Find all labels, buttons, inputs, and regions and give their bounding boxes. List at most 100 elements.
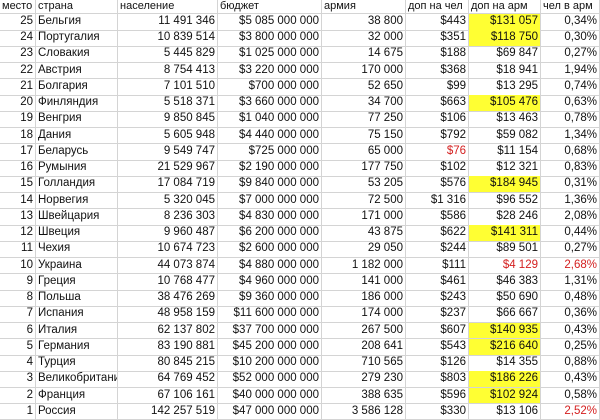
table-cell: 9 850 845 bbox=[118, 111, 218, 129]
table-cell: 0,43% bbox=[541, 371, 600, 388]
table-cell: Бельгия bbox=[36, 14, 118, 31]
table-cell: $663 bbox=[406, 95, 469, 112]
table-cell: 2,68% bbox=[541, 257, 600, 275]
table-cell: $9 360 000 000 bbox=[218, 290, 322, 307]
table-cell: 710 565 bbox=[322, 355, 406, 372]
table-cell: 142 257 519 bbox=[118, 403, 218, 420]
table-cell: $4 830 000 000 bbox=[218, 208, 322, 226]
table-cell: 80 845 215 bbox=[118, 355, 218, 372]
table-cell: $351 bbox=[406, 30, 469, 47]
table-cell: $443 bbox=[406, 14, 469, 31]
table-cell: $244 bbox=[406, 241, 469, 259]
table-cell: 0,25% bbox=[541, 338, 600, 356]
table-cell: 388 635 bbox=[322, 387, 406, 405]
table-cell: 17 084 719 bbox=[118, 176, 218, 194]
table-cell: 83 190 881 bbox=[118, 338, 218, 356]
table-cell: 0,27% bbox=[541, 241, 600, 259]
table-cell: Франция bbox=[36, 387, 118, 405]
table-cell: $140 935 bbox=[469, 322, 541, 340]
table-cell: Беларусь bbox=[36, 143, 118, 161]
table-cell: 0,48% bbox=[541, 290, 600, 307]
table-cell: $69 847 bbox=[469, 46, 541, 64]
table-cell: Дания bbox=[36, 127, 118, 145]
table-cell: 177 750 bbox=[322, 160, 406, 177]
table-cell: $11 600 000 000 bbox=[218, 306, 322, 324]
table-cell: $188 bbox=[406, 46, 469, 64]
table-cell: 0,63% bbox=[541, 95, 600, 112]
table-cell: 65 000 bbox=[322, 143, 406, 161]
table-cell: Швейцария bbox=[36, 208, 118, 226]
table-cell: $14 355 bbox=[469, 355, 541, 372]
table-cell: $59 082 bbox=[469, 127, 541, 145]
table-cell: 5 320 045 bbox=[118, 192, 218, 210]
table-cell: $700 000 000 bbox=[218, 78, 322, 96]
table-cell: 1 bbox=[0, 403, 36, 420]
column-header: население bbox=[118, 0, 218, 14]
table-cell: 5 445 829 bbox=[118, 46, 218, 64]
table-cell: 17 bbox=[0, 143, 36, 161]
table-cell: $45 200 000 000 bbox=[218, 338, 322, 356]
table-cell: 11 bbox=[0, 241, 36, 259]
table-cell: $576 bbox=[406, 176, 469, 194]
table-cell: 0,27% bbox=[541, 46, 600, 64]
table-cell: 16 bbox=[0, 160, 36, 177]
table-cell: 170 000 bbox=[322, 62, 406, 80]
table-cell: 10 bbox=[0, 257, 36, 275]
table-cell: Швеция bbox=[36, 225, 118, 242]
table-cell: $3 800 000 000 bbox=[218, 30, 322, 47]
table-cell: $18 941 bbox=[469, 62, 541, 80]
table-cell: 44 073 874 bbox=[118, 257, 218, 275]
table-cell: 62 137 802 bbox=[118, 322, 218, 340]
table-cell: $126 bbox=[406, 355, 469, 372]
table-cell: 0,88% bbox=[541, 355, 600, 372]
table-cell: 5 605 948 bbox=[118, 127, 218, 145]
table-cell: $725 000 000 bbox=[218, 143, 322, 161]
table-cell: 67 106 161 bbox=[118, 387, 218, 405]
table-cell: 25 bbox=[0, 14, 36, 31]
table-cell: Греция bbox=[36, 273, 118, 291]
table-cell: $4 880 000 000 bbox=[218, 257, 322, 275]
table-cell: $330 bbox=[406, 403, 469, 420]
table-cell: $3 660 000 000 bbox=[218, 95, 322, 112]
table-cell: 3 bbox=[0, 371, 36, 388]
table-cell: $28 246 bbox=[469, 208, 541, 226]
table-cell: 10 768 477 bbox=[118, 273, 218, 291]
table-cell: $96 552 bbox=[469, 192, 541, 210]
table-cell: 21 bbox=[0, 78, 36, 96]
table-cell: 0,58% bbox=[541, 387, 600, 405]
table-cell: 14 675 bbox=[322, 46, 406, 64]
table-cell: Голландия bbox=[36, 176, 118, 194]
table-cell: Словакия bbox=[36, 46, 118, 64]
table-cell: $1 025 000 000 bbox=[218, 46, 322, 64]
table-cell: 7 101 510 bbox=[118, 78, 218, 96]
table-cell: $4 440 000 000 bbox=[218, 127, 322, 145]
table-cell: 19 bbox=[0, 111, 36, 129]
table-cell: $52 000 000 000 bbox=[218, 371, 322, 388]
table-cell: $243 bbox=[406, 290, 469, 307]
table-cell: 0,43% bbox=[541, 322, 600, 340]
table-cell: $2 190 000 000 bbox=[218, 160, 322, 177]
table-cell: $89 501 bbox=[469, 241, 541, 259]
table-cell: 141 000 bbox=[322, 273, 406, 291]
table-cell: 2 bbox=[0, 387, 36, 405]
table-cell: 23 bbox=[0, 46, 36, 64]
table-cell: 279 230 bbox=[322, 371, 406, 388]
table-cell: 9 bbox=[0, 273, 36, 291]
table-cell: $184 945 bbox=[469, 176, 541, 194]
table-cell: 171 000 bbox=[322, 208, 406, 226]
table-cell: $596 bbox=[406, 387, 469, 405]
table-cell: 267 500 bbox=[322, 322, 406, 340]
table-cell: 2,52% bbox=[541, 403, 600, 420]
table-cell: 11 491 346 bbox=[118, 14, 218, 31]
table-cell: $10 200 000 000 bbox=[218, 355, 322, 372]
table-cell: 174 000 bbox=[322, 306, 406, 324]
table-cell: $803 bbox=[406, 371, 469, 388]
table-cell: 1,31% bbox=[541, 273, 600, 291]
table-cell: Чехия bbox=[36, 241, 118, 259]
table-cell: $50 690 bbox=[469, 290, 541, 307]
table-cell: $66 667 bbox=[469, 306, 541, 324]
table-cell: $461 bbox=[406, 273, 469, 291]
table-cell: Болгария bbox=[36, 78, 118, 96]
table-cell: 0,68% bbox=[541, 143, 600, 161]
